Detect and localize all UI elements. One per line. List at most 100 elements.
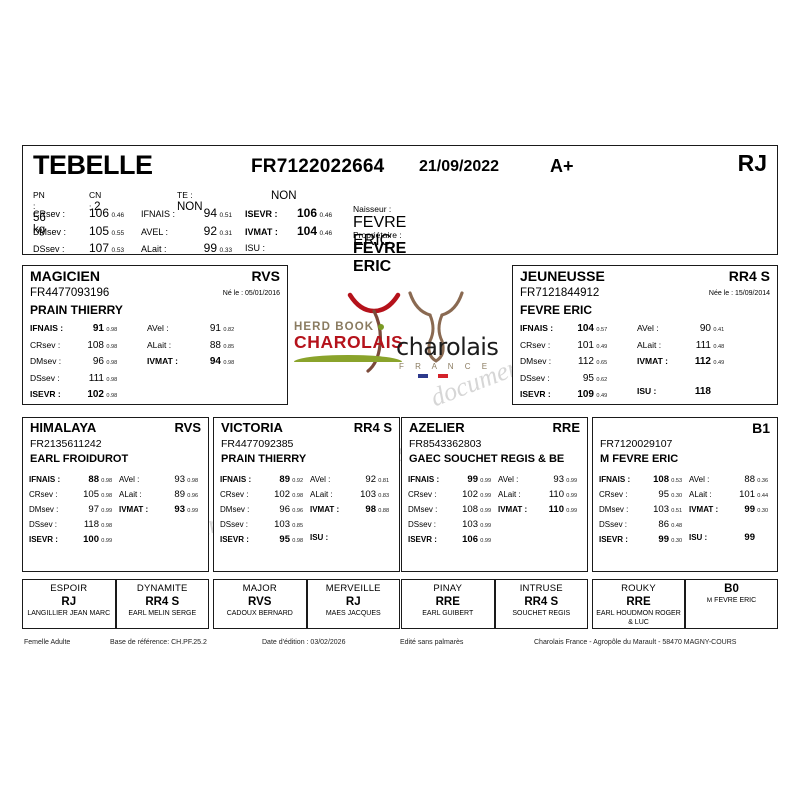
- index-row: CRsev :106 0.46: [33, 206, 125, 220]
- index-row: AVel :88 0.36: [689, 474, 769, 485]
- grandparent-name: HIMALAYA: [30, 420, 97, 435]
- index-row: ISEVR :106 0.46: [245, 206, 333, 220]
- great-grandparent-cell[interactable]: DYNAMITE RR4 S EARL MELIN SERGE: [115, 579, 209, 629]
- animal-race-code: RJ: [737, 150, 767, 176]
- index-row: DMsev :96 0.96: [220, 504, 304, 515]
- index-row: ISU :: [245, 243, 266, 253]
- index-row: DSsev :111 0.98: [30, 372, 118, 384]
- ggp-owner: LANGILLIER JEAN MARC: [27, 610, 111, 617]
- sire-panel[interactable]: MAGICIEN RVS FR4477093196 Né le : 05/01/…: [22, 265, 288, 405]
- index-row: CRsev :108 0.98: [30, 339, 118, 351]
- index-row: DMsev :105 0.55: [33, 223, 125, 238]
- animal-header-panel: TEBELLE FR7122022664 21/09/2022 A+ RJ PN…: [22, 145, 778, 275]
- sire-id: FR4477093196: [30, 287, 110, 299]
- footer-palmares: Edité sans palmarès: [400, 639, 464, 646]
- grandparent-name: AZELIER: [409, 420, 465, 435]
- index-row: DSsev :103 0.99: [408, 519, 492, 530]
- great-grandparent-cell[interactable]: ROUKY RRE EARL HOUDMON ROGER & LUC: [592, 579, 685, 629]
- animal-id-number: FR7122022664: [251, 156, 385, 177]
- french-flag-icon: [418, 374, 448, 378]
- ggp-name: MERVEILLE: [325, 583, 381, 594]
- grandparent-index-right: AVel :88 0.36 ALait :101 0.44 IVMAT :99 …: [689, 473, 768, 546]
- index-row: ISU :: [310, 533, 329, 542]
- ggp-race-code: RVS: [248, 596, 272, 608]
- sire-index-right: AVel :91 0.82 ALait :88 0.85 IVMAT :94 0…: [147, 321, 234, 371]
- index-row: IVMAT :94 0.98: [147, 356, 235, 367]
- ggp-name: MAJOR: [242, 583, 277, 594]
- index-row: IFNAIS :94 0.51: [141, 206, 233, 220]
- ggp-race-code: B0: [724, 583, 739, 595]
- ggp-name: DYNAMITE: [136, 583, 188, 594]
- dam-panel[interactable]: JEUNEUSSE RR4 S FR7121844912 Née le : 15…: [512, 265, 778, 405]
- grandparent-race-code: B1: [752, 420, 770, 436]
- charolais-logo: HERD BOOK CHAROLAIS charolais F R A N C …: [292, 271, 510, 399]
- index-row: ISEVR :102 0.98: [30, 389, 118, 400]
- ggp-mark: M: [706, 597, 713, 604]
- herd-book-wordmark: HERD BOOK CHAROLAIS: [294, 321, 403, 362]
- document-footer: Femelle Adulte Base de référence: CH.PF.…: [22, 639, 778, 655]
- index-row: IVMAT :112 0.49: [637, 356, 725, 367]
- owner-name: FEVRE ERIC: [353, 240, 407, 275]
- index-row: IFNAIS :99 0.99: [408, 474, 492, 485]
- ggp-name: ROUKY: [621, 583, 656, 594]
- footer-sex-age: Femelle Adulte: [24, 639, 71, 646]
- great-grandparent-cell[interactable]: INTRUSE RR4 S SOUCHET REGIS: [494, 579, 588, 629]
- grandparent-id: FR4477092385: [221, 438, 294, 450]
- index-row: IVMAT :98 0.88: [310, 504, 390, 515]
- index-row: AVel :90 0.41: [637, 323, 725, 334]
- sire-index-left: IFNAIS :91 0.98 CRsev :108 0.98 DMsev :9…: [30, 321, 117, 404]
- breeder-row: Naisseur : FEVRE ERIC: [353, 204, 407, 249]
- non-field: NON: [271, 190, 297, 202]
- index-row: IVMAT :99 0.30: [689, 504, 769, 515]
- great-grandparent-cell[interactable]: B0 M FEVRE ERIC: [685, 579, 778, 629]
- great-grandparent-cell[interactable]: MAJOR RVS CADOUX BERNARD: [213, 579, 307, 629]
- great-grandparent-cell[interactable]: PINAY RRE EARL GUIBERT: [401, 579, 495, 629]
- ggp-owner: EARL MELIN SERGE: [128, 610, 197, 617]
- grandparent-index-right: AVel :92 0.81 ALait :103 0.83 IVMAT :98 …: [310, 473, 389, 546]
- owner-row: Propriétaire : FEVRE ERIC: [353, 230, 407, 275]
- index-row: CRsev :95 0.30: [599, 489, 683, 500]
- index-row: IFNAIS :88 0.98: [29, 474, 113, 485]
- ggp-race-code: RRE: [435, 596, 460, 608]
- great-grandparent-cell[interactable]: ESPOIR RJ LANGILLIER JEAN MARC: [22, 579, 116, 629]
- index-row: DMsev :112 0.65: [520, 356, 608, 367]
- grandparent-race-code: RR4 S: [353, 420, 392, 435]
- great-grandparent-cell[interactable]: MERVEILLE RJ MAES JACQUES: [306, 579, 400, 629]
- ggp-race-code: RJ: [345, 596, 361, 608]
- header-index-column-3: ISEVR :106 0.46 IVMAT :104 0.46 ISU :: [245, 206, 332, 258]
- index-row: CRsev :102 0.98: [220, 489, 304, 500]
- grandparent-panel-4[interactable]: B1 FR7120029107 M FEVRE ERIC IFNAIS :108…: [592, 417, 778, 572]
- grandparent-index-left: IFNAIS :108 0.53 CRsev :95 0.30 DMsev :1…: [599, 473, 682, 548]
- ggp-race-code: RJ: [61, 596, 77, 608]
- index-row: ISEVR :109 0.49: [520, 389, 608, 400]
- footer-base-reference: Base de référence: CH.PF.25.2: [110, 639, 207, 646]
- grandparent-id: FR7120029107: [600, 438, 673, 450]
- grandparent-panel-3[interactable]: AZELIER RRE FR8543362803 GAEC SOUCHET RE…: [401, 417, 588, 572]
- index-row: CRsev :102 0.99: [408, 489, 492, 500]
- grandparent-owner: PRAIN THIERRY: [221, 453, 307, 465]
- index-row: DSsev :86 0.48: [599, 519, 683, 530]
- ggp-name: INTRUSE: [519, 583, 563, 594]
- sire-owner: PRAIN THIERRY: [30, 303, 123, 317]
- footer-organization: Charolais France - Agropôle du Marault -…: [534, 639, 737, 646]
- dam-name: JEUNEUSSE: [520, 268, 605, 284]
- grandparent-index-right: AVel :93 0.99 ALait :110 0.99 IVMAT :110…: [498, 473, 577, 518]
- index-row: AVel :92 0.81: [310, 474, 390, 485]
- grandparent-panel-2[interactable]: VICTORIA RR4 S FR4477092385 PRAIN THIERR…: [213, 417, 400, 572]
- great-grandparent-group-4: ROUKY RRE EARL HOUDMON ROGER & LUC B0 M …: [592, 579, 778, 629]
- grandparent-race-code: RVS: [174, 420, 202, 435]
- index-row: IVMAT :110 0.99: [498, 504, 578, 515]
- footer-edition-date: Date d'édition : 03/02/2026: [262, 639, 346, 646]
- pn-field: PN : 56 kg: [33, 190, 46, 236]
- grandparent-panel-1[interactable]: HIMALAYA RVS FR2135611242 EARL FROIDUROT…: [22, 417, 209, 572]
- header-index-column-1: CRsev :106 0.46 DMsev :105 0.55 DSsev :1…: [33, 206, 124, 259]
- grandparent-owner: GAEC SOUCHET REGIS & BE: [409, 453, 565, 465]
- index-row: DSsev :95 0.62: [520, 372, 608, 384]
- index-row: ALait :111 0.48: [637, 339, 725, 351]
- great-grandparent-group-2: MAJOR RVS CADOUX BERNARD MERVEILLE RJ MA…: [213, 579, 400, 629]
- index-row: ISEVR :99 0.30: [599, 534, 683, 545]
- grandparent-id: FR2135611242: [30, 438, 102, 450]
- index-row: CRsev :101 0.49: [520, 339, 608, 351]
- index-row: AVel :93 0.98: [119, 474, 199, 485]
